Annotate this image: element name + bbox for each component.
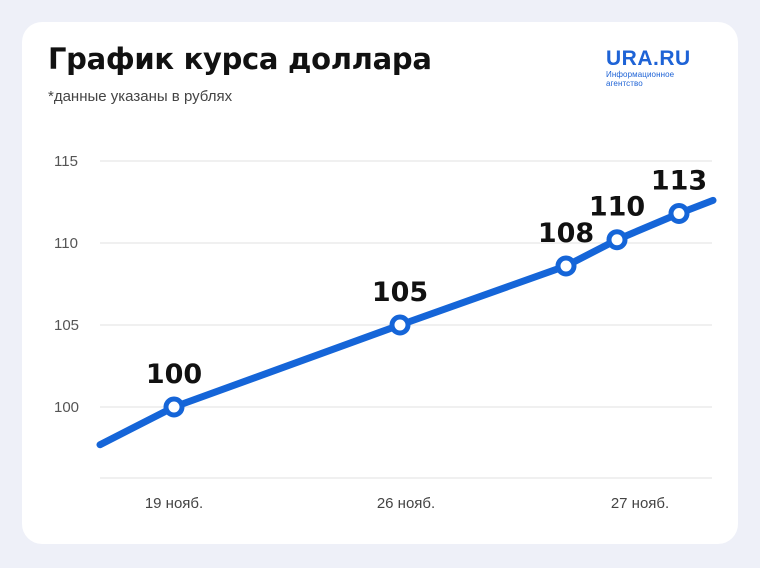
- data-point-marker: [555, 255, 577, 277]
- data-point-marker: [163, 396, 185, 418]
- chart-title: График курса доллара: [48, 42, 432, 76]
- y-tick-label: 105: [54, 317, 79, 334]
- data-label: 108: [538, 218, 594, 249]
- data-label: 100: [146, 359, 202, 390]
- x-tick-label: 26 нояб.: [377, 495, 435, 512]
- data-label: 105: [372, 277, 428, 308]
- y-tick-label: 100: [54, 399, 79, 416]
- data-point-marker: [606, 229, 628, 251]
- ura-logo[interactable]: URA.RU Информационное агентство: [606, 47, 706, 89]
- y-tick-label: 115: [54, 153, 78, 170]
- x-tick-label: 19 нояб.: [145, 495, 203, 512]
- data-label: 113: [651, 165, 707, 196]
- chart-card: [22, 22, 738, 544]
- logo-name: URA.RU: [606, 47, 691, 70]
- data-point-marker: [389, 314, 411, 336]
- data-point-marker: [668, 202, 690, 224]
- y-tick-label: 110: [54, 235, 78, 252]
- x-tick-label: 27 нояб.: [611, 495, 669, 512]
- chart-subtitle: *данные указаны в рублях: [48, 88, 233, 105]
- data-label: 110: [589, 192, 645, 223]
- logo-tagline: Информационное агентство: [606, 70, 675, 88]
